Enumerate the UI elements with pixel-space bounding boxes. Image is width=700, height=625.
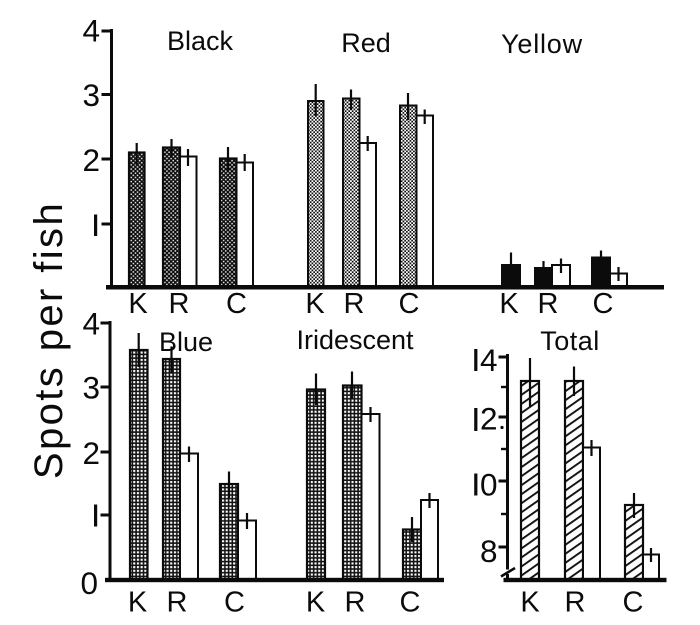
svg-text:K: K — [305, 288, 325, 320]
svg-text:0: 0 — [80, 565, 98, 601]
svg-text:Spots per fish: Spots per fish — [27, 201, 71, 479]
svg-text:C: C — [224, 587, 245, 619]
svg-text:K: K — [128, 288, 148, 320]
svg-text:2: 2 — [480, 401, 498, 437]
svg-text:Iridescent: Iridescent — [296, 325, 414, 355]
svg-text:Red: Red — [341, 28, 391, 58]
svg-text:K: K — [128, 587, 148, 619]
svg-text:R: R — [565, 587, 586, 619]
svg-text:C: C — [593, 288, 614, 320]
svg-text:C: C — [400, 587, 421, 619]
svg-text:R: R — [345, 587, 366, 619]
svg-text:R: R — [344, 288, 365, 320]
svg-text:C: C — [226, 288, 247, 320]
svg-text:R: R — [538, 288, 559, 320]
svg-text:Total: Total — [540, 326, 600, 356]
svg-text:3: 3 — [82, 77, 100, 113]
svg-text:8: 8 — [480, 533, 498, 569]
svg-text:Yellow: Yellow — [501, 29, 583, 59]
svg-text:2: 2 — [82, 142, 100, 178]
svg-text:4: 4 — [82, 306, 100, 342]
svg-text:Blue: Blue — [159, 327, 213, 357]
svg-text:3: 3 — [82, 370, 100, 406]
svg-text:4: 4 — [480, 342, 498, 378]
svg-text:C: C — [399, 288, 420, 320]
svg-text:R: R — [167, 587, 188, 619]
svg-text:K: K — [520, 587, 540, 619]
svg-text:2: 2 — [82, 435, 100, 471]
svg-text:Black: Black — [167, 26, 234, 56]
svg-text:R: R — [169, 288, 190, 320]
svg-text:K: K — [306, 587, 326, 619]
svg-text:4: 4 — [82, 13, 100, 49]
svg-text:0: 0 — [480, 467, 498, 503]
svg-text:C: C — [623, 587, 644, 619]
svg-text:K: K — [499, 288, 519, 320]
